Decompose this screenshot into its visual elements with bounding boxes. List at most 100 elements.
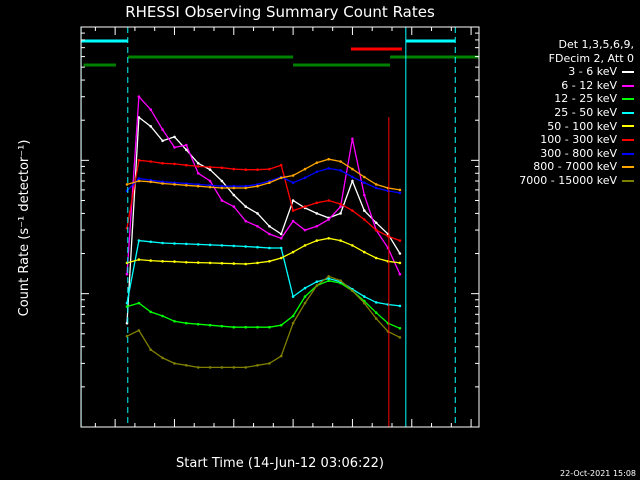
data-point [161,314,164,318]
data-point [291,314,295,318]
data-point [149,160,152,163]
data-point [149,310,152,314]
data-point [339,169,342,172]
data-point [303,301,307,305]
data-point [173,146,176,149]
data-point [374,256,378,260]
data-point [374,311,378,315]
data-point [327,237,331,240]
data-point [291,174,295,177]
data-point [363,301,366,305]
data-point [398,304,402,308]
data-point [327,167,331,170]
data-point [398,188,402,192]
data-point [268,167,271,171]
data-point [161,128,164,131]
data-point [315,212,319,215]
data-point [303,228,307,232]
legend: Det 1,3,5,6,9, FDecim 2, Att 0 3 - 6 keV… [492,38,634,188]
legend-entry-label: 7000 - 15000 keV [519,173,617,187]
data-point [161,241,164,245]
data-point [208,366,212,369]
data-point [327,275,331,278]
chart-title: RHESSI Observing Summary Count Rates [125,3,435,21]
data-point [220,244,224,247]
series-line [126,158,401,191]
legend-entry: 6 - 12 keV [492,79,634,93]
data-point [339,205,342,208]
data-point [256,261,259,265]
data-point [196,165,200,168]
data-point [185,148,188,152]
data-point [327,277,331,280]
data-point [185,163,188,167]
data-point [196,162,200,165]
data-point [398,261,402,265]
plot-frame [80,26,480,428]
data-point [268,225,271,228]
data-point [232,186,236,190]
data-point [137,258,141,261]
data-point [149,259,152,262]
data-point [363,181,366,184]
data-point [196,184,200,188]
legend-swatch [622,111,634,114]
data-point [256,325,259,329]
data-point [303,295,307,298]
data-point [232,193,236,197]
data-point [185,364,188,367]
series-line [126,237,400,265]
data-point [327,157,331,161]
data-point [125,334,129,338]
series-line [126,239,400,307]
legend-swatch [622,125,634,128]
data-point [220,184,224,188]
legend-entry: 100 - 300 keV [492,133,634,147]
data-point [363,250,366,254]
data-point [137,95,141,98]
data-point [315,239,319,242]
legend-swatch [622,84,634,87]
data-point [208,168,212,171]
data-point [137,329,141,332]
legend-swatch [622,98,634,101]
data-point [149,348,152,352]
legend-entry-label: 800 - 7000 keV [533,160,617,174]
data-point [315,161,319,164]
data-point [279,176,283,180]
legend-header-line: Det 1,3,5,6,9, [558,38,634,51]
data-point [279,246,283,250]
data-point [208,179,212,183]
data-point [244,219,247,223]
data-point [161,182,164,185]
data-point [244,186,247,190]
data-point [161,356,164,360]
data-point [196,183,200,186]
data-point [351,167,354,171]
data-point [398,327,402,330]
data-point [398,336,402,339]
data-point [220,262,224,265]
data-point [173,135,176,139]
data-point [374,186,378,190]
data-point [351,244,354,247]
data-point [268,325,271,329]
data-point [291,199,295,202]
series-line [126,280,401,329]
legend-entry-label: 6 - 12 keV [561,78,617,92]
data-point [315,280,319,284]
data-point [244,262,247,266]
legend-swatch [622,166,634,169]
data-point [196,172,200,175]
data-point [279,237,283,240]
data-point [279,232,283,236]
series-line [126,116,401,324]
data-point [161,260,164,263]
data-point [220,324,224,328]
data-point [363,175,366,179]
data-point [327,279,331,283]
legend-entry: 3 - 6 keV [492,65,634,79]
data-point [303,167,307,171]
data-point [161,139,164,143]
data-point [339,160,342,163]
